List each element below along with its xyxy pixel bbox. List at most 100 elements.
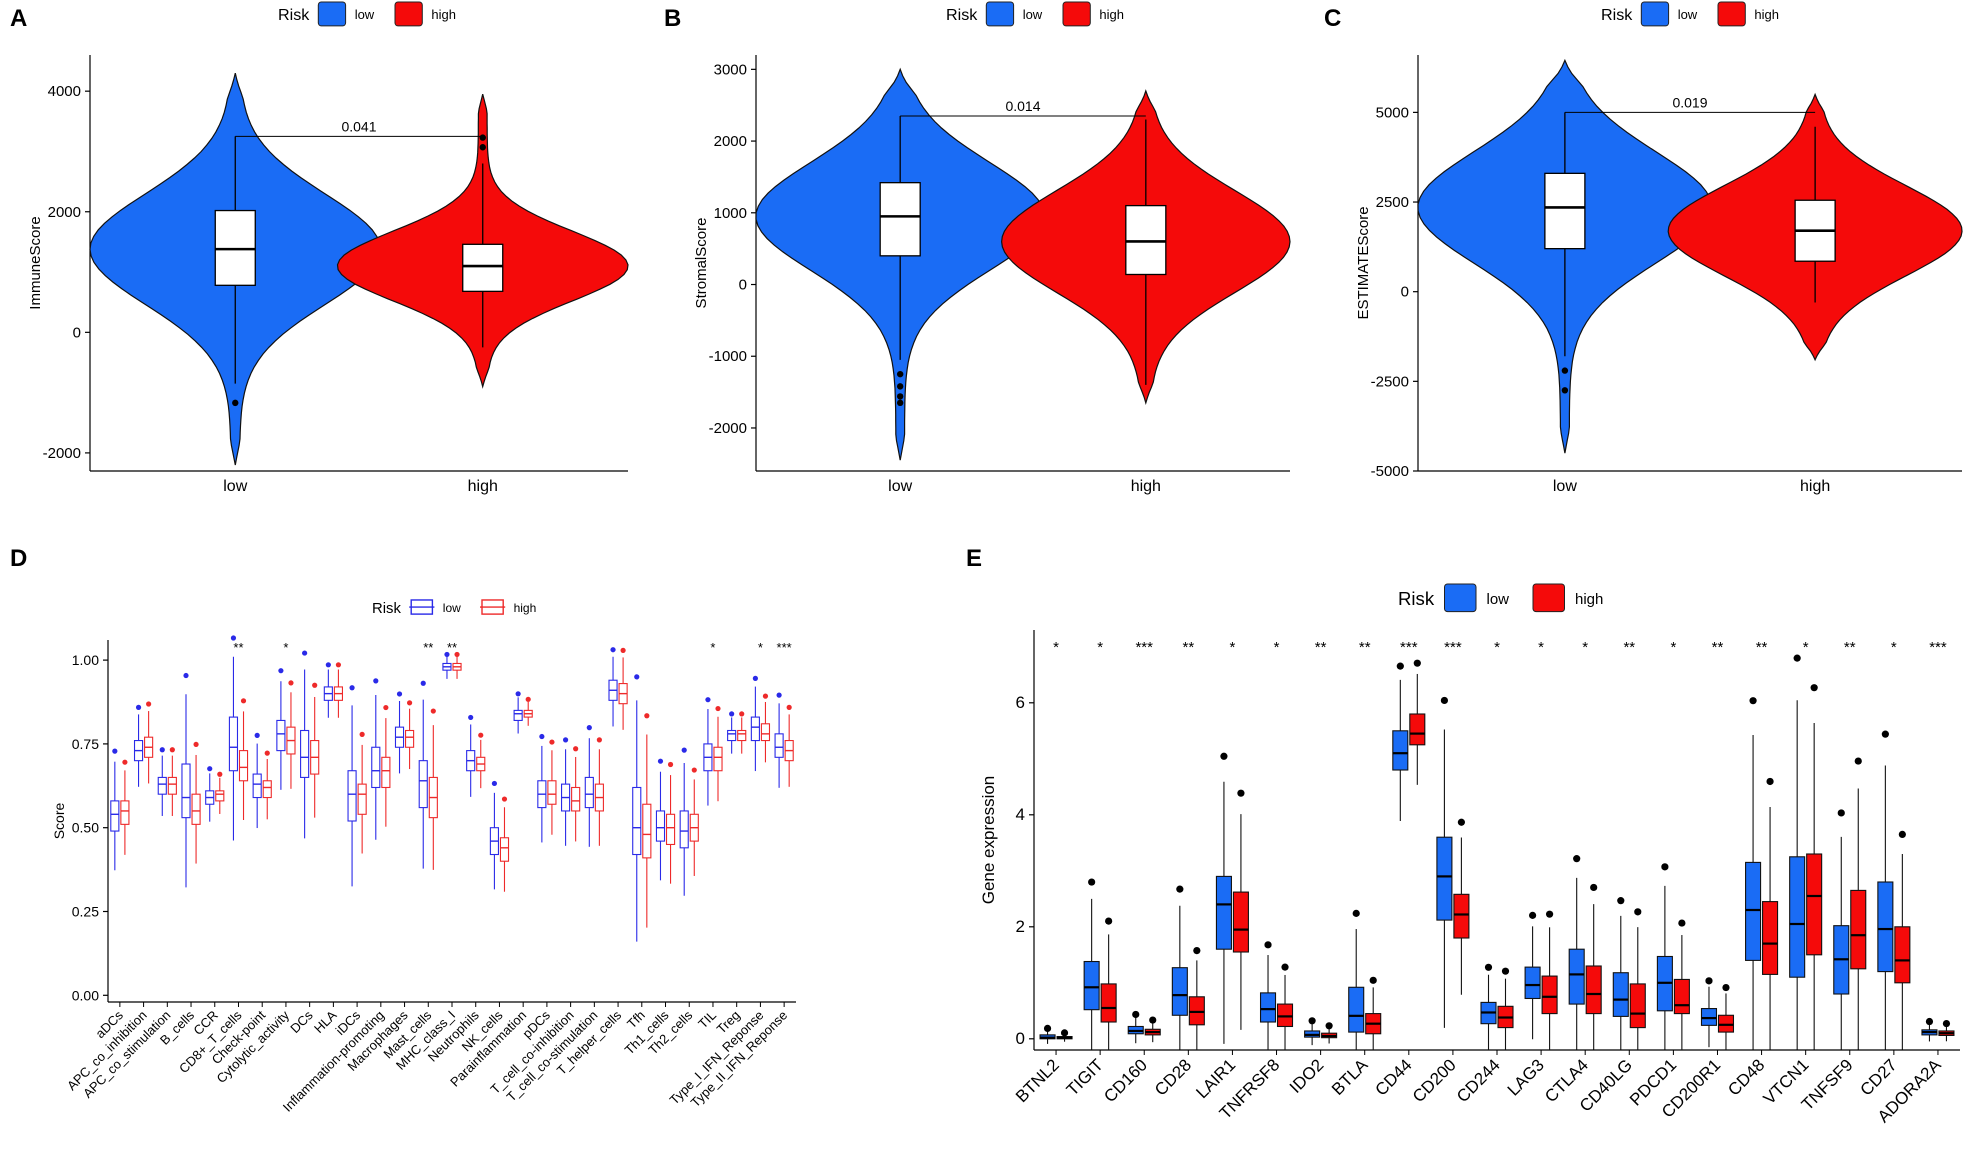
box-low [1348, 986, 1365, 1033]
significance-label: * [1582, 639, 1588, 656]
legend-label-low: low [443, 601, 461, 615]
box-high [1894, 926, 1911, 984]
box-high [1232, 891, 1249, 953]
outlier-low [1528, 911, 1537, 919]
outlier-high [454, 651, 460, 658]
y-tick-label: 1000 [714, 205, 747, 222]
outlier-low [586, 725, 592, 731]
legend-label-high: high [431, 7, 456, 22]
outlier-high [1501, 967, 1510, 975]
box-low [1392, 730, 1409, 771]
significance-label: * [1274, 639, 1280, 656]
box-low [679, 810, 689, 849]
outlier-high [715, 705, 721, 712]
pvalue-label: 0.019 [1672, 94, 1707, 110]
outlier-high [1590, 883, 1598, 892]
outlier-low [1705, 977, 1713, 985]
outlier-low [657, 758, 664, 764]
outlier-high [217, 771, 223, 777]
outlier-low [1661, 863, 1669, 871]
outlier-high [1105, 917, 1113, 925]
outlier-high [264, 750, 270, 756]
box-low [584, 776, 594, 809]
outlier-low [207, 766, 213, 772]
outlier-low [1573, 855, 1581, 863]
y-tick-label: 4000 [48, 83, 81, 100]
panel-C: -5000 -2500 0 2500 5000 ESTIMATEScore low high 0… [1355, 55, 1963, 495]
outlier-low [468, 714, 474, 721]
outlier-low [349, 685, 355, 691]
box-low [1568, 948, 1585, 1005]
outlier-low [1617, 897, 1625, 905]
outlier-low [183, 672, 189, 679]
outlier-high [479, 134, 486, 141]
outlier-low [232, 399, 239, 407]
outlier-low [254, 732, 260, 738]
outlier-high [1193, 947, 1201, 955]
significance-label: *** [1444, 639, 1462, 656]
outlier-low [1440, 696, 1449, 705]
y-tick-label: -5000 [1371, 463, 1409, 480]
outlier-high [1810, 684, 1818, 692]
outlier-low [539, 733, 545, 740]
outlier-low [896, 370, 904, 378]
outlier-low [135, 704, 142, 710]
box-low [1259, 992, 1277, 1023]
outlier-high [1325, 1022, 1333, 1030]
y-tick-label: 2 [1016, 917, 1025, 936]
outlier-high [312, 682, 318, 688]
legend-key-low [317, 1, 347, 27]
outlier-low [159, 747, 165, 753]
outlier-low [752, 675, 758, 681]
outlier-low [1881, 730, 1889, 738]
box-high [462, 243, 504, 292]
y-tick-label: 1.00 [72, 652, 99, 668]
y-axis-title: StromalScore [693, 218, 710, 309]
box-low [1877, 881, 1894, 973]
outlier-low [1308, 1017, 1316, 1025]
x-tick-label-high: high [468, 478, 498, 495]
outlier-high [193, 741, 199, 748]
panel-label-C: C [1324, 5, 1341, 32]
box-low [300, 729, 310, 778]
outlier-low [1749, 697, 1757, 705]
outlier-high [288, 680, 294, 686]
box-low [727, 729, 737, 742]
outlier-high [573, 746, 579, 752]
box-high [571, 786, 581, 812]
box-high [215, 790, 225, 802]
outlier-high [1060, 1029, 1069, 1037]
outlier-high [406, 700, 413, 706]
box-high [1717, 1014, 1735, 1033]
outlier-low [444, 651, 450, 658]
legend-title: Risk [1398, 588, 1435, 609]
outlier-high [1369, 976, 1377, 984]
outlier-low [1396, 662, 1404, 670]
x-tick-label: DCs [287, 1007, 316, 1036]
x-tick-label: IDO2 [1286, 1055, 1327, 1096]
box-high [1629, 983, 1646, 1029]
panel-label-E: E [966, 545, 982, 572]
significance-label: * [1538, 639, 1544, 656]
x-tick-label: CD28 [1151, 1055, 1195, 1099]
pvalue-label: 0.014 [1005, 98, 1040, 114]
box-high [1541, 975, 1558, 1015]
y-tick-label: 0.75 [72, 736, 99, 752]
y-axis-title: ImmuneScore [27, 216, 44, 309]
y-tick-label: 2500 [1376, 194, 1409, 211]
legend-label-low: low [1678, 7, 1698, 22]
significance-label: ** [1315, 639, 1327, 656]
outlier-low [420, 680, 426, 686]
y-tick-label: 5000 [1376, 104, 1409, 121]
x-tick-label-low: low [888, 478, 912, 495]
y-tick-label: 0.50 [72, 820, 99, 836]
outlier-high [383, 704, 389, 711]
box-high [1585, 965, 1602, 1015]
legend-title: Risk [278, 6, 310, 24]
y-tick-label: 6 [1016, 693, 1025, 712]
box-low [1436, 836, 1453, 921]
outlier-high [525, 696, 531, 702]
significance-label: * [758, 640, 763, 655]
